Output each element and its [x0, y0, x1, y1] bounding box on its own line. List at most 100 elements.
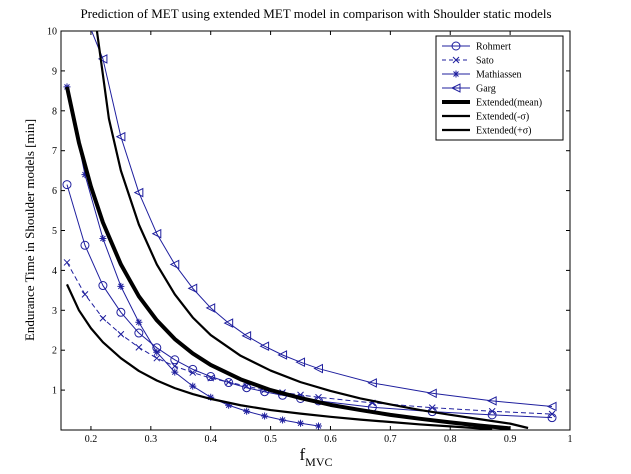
series-1	[63, 259, 556, 418]
data-point	[133, 187, 144, 198]
data-point	[80, 240, 90, 250]
y-tick-label: 1	[52, 386, 57, 397]
legend-entry: Extended(mean)	[442, 98, 542, 109]
data-point	[98, 281, 108, 291]
data-point	[451, 41, 461, 51]
series-6	[65, 283, 493, 430]
y-tick-label: 6	[52, 186, 57, 197]
legend-entry: Extended(+σ)	[442, 126, 531, 137]
data-point	[261, 412, 269, 420]
data-point	[223, 318, 234, 328]
data-point	[427, 388, 437, 399]
data-point	[205, 303, 216, 313]
data-point	[188, 364, 198, 374]
data-point	[99, 314, 107, 322]
data-point	[63, 259, 71, 266]
series-line	[91, 31, 553, 407]
data-point	[134, 328, 144, 338]
x-tick-label: 0.2	[85, 434, 98, 445]
data-point	[207, 393, 215, 401]
data-point	[97, 54, 108, 64]
data-point	[189, 369, 197, 376]
data-point	[151, 228, 162, 239]
legend: Rohmert Sato Mathiassen Garg Extended(mean) E…	[435, 35, 564, 141]
legend-label: Extended(mean)	[476, 98, 542, 109]
data-point	[487, 396, 497, 406]
legend-label: Rohmert	[476, 42, 511, 53]
data-point	[452, 70, 460, 78]
data-point	[171, 362, 179, 370]
series-3	[91, 31, 557, 412]
data-point	[428, 404, 436, 412]
x-tick-label: 0.6	[324, 434, 337, 445]
y-tick-label: 7	[52, 146, 57, 157]
data-point	[153, 348, 161, 356]
y-tick-label: 9	[52, 66, 57, 77]
data-point	[63, 83, 71, 91]
data-point	[488, 407, 496, 415]
data-point	[115, 131, 126, 142]
legend-label: Extended(-σ)	[476, 112, 529, 123]
data-point	[297, 419, 305, 427]
x-tick-label: 0.5	[264, 434, 277, 445]
data-point	[242, 383, 252, 393]
x-axis-label-sub: MVC	[305, 455, 332, 469]
data-point	[117, 282, 125, 290]
legend-entry: Mathiassen	[442, 70, 522, 81]
x-axis-label-main: f	[299, 445, 305, 464]
y-tick-label: 2	[52, 346, 57, 357]
legend-label: Garg	[476, 84, 496, 95]
x-tick-label: 0.7	[384, 434, 397, 445]
data-point	[187, 283, 198, 294]
y-tick-label: 4	[52, 266, 57, 277]
series-line	[95, 31, 529, 430]
legend-label: Mathiassen	[476, 70, 522, 81]
data-point	[62, 180, 72, 190]
x-tick-label: 0.3	[145, 434, 158, 445]
axes: 0.2 0.3 0.4 0.5 0.6 0.7 0.8 0.9 1 1 2 3 4 5 6 7 8 9 10	[47, 27, 573, 446]
series-line	[66, 184, 553, 419]
y-tick-label: 10	[47, 27, 57, 38]
data-point	[169, 259, 180, 270]
y-tick-label: 3	[52, 306, 57, 317]
x-tick-label: 0.4	[204, 434, 217, 445]
data-point	[170, 355, 180, 365]
legend-entry: Garg	[442, 83, 496, 95]
legend-label: Extended(+σ)	[476, 126, 531, 137]
data-point	[189, 382, 197, 390]
data-point	[367, 378, 377, 388]
data-point	[295, 357, 306, 367]
x-tick-label: 0.8	[444, 434, 457, 445]
data-point	[153, 354, 161, 362]
data-point	[315, 393, 322, 401]
data-point	[116, 307, 126, 317]
y-axis-label: Endurance Time in Shoulder models [min]	[22, 119, 37, 341]
legend-entry: Rohmert	[442, 41, 511, 53]
y-tick-label: 5	[52, 226, 57, 237]
data-point	[81, 171, 89, 179]
data-point	[224, 378, 234, 388]
data-point	[314, 422, 322, 430]
y-tick-label: 8	[52, 106, 57, 117]
data-point	[259, 341, 270, 352]
legend-entry: Sato	[442, 56, 494, 67]
series-line	[65, 283, 493, 430]
data-point	[548, 410, 556, 418]
chart-title: Prediction of MET using extended MET mod…	[80, 6, 551, 21]
data-point	[243, 407, 251, 415]
x-tick-label: 1	[568, 434, 573, 445]
x-axis-label: fMVC	[299, 445, 332, 469]
data-point	[207, 374, 215, 382]
x-tick-label: 0.9	[504, 434, 517, 445]
series-layer	[62, 31, 557, 430]
data-point	[279, 416, 287, 424]
data-point	[225, 378, 233, 386]
series-line	[66, 262, 553, 415]
data-point	[81, 290, 89, 298]
data-point	[452, 56, 460, 64]
data-point	[225, 401, 233, 409]
data-point	[546, 401, 557, 412]
series-5	[95, 31, 529, 430]
series-line	[65, 86, 511, 430]
